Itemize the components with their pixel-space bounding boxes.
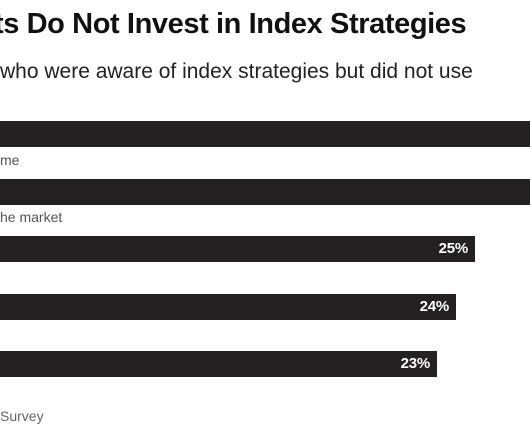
chart-source: Survey: [0, 408, 44, 424]
bar-value-label-4: 23%: [400, 355, 431, 372]
category-label-1: me: [0, 152, 20, 168]
bar-4: 23%: [0, 351, 437, 377]
bar-0: [0, 121, 530, 147]
chart-subtitle: who were aware of index strategies but d…: [0, 60, 473, 83]
bar-value-label-3: 24%: [419, 298, 450, 315]
chart-title: ts Do Not Invest in Index Strategies: [0, 8, 467, 40]
category-label-2: he market: [0, 209, 63, 225]
bar-1: [0, 179, 530, 205]
bar-2: 25%: [0, 236, 475, 262]
bar-value-label-2: 25%: [438, 240, 469, 257]
bar-3: 24%: [0, 294, 456, 320]
